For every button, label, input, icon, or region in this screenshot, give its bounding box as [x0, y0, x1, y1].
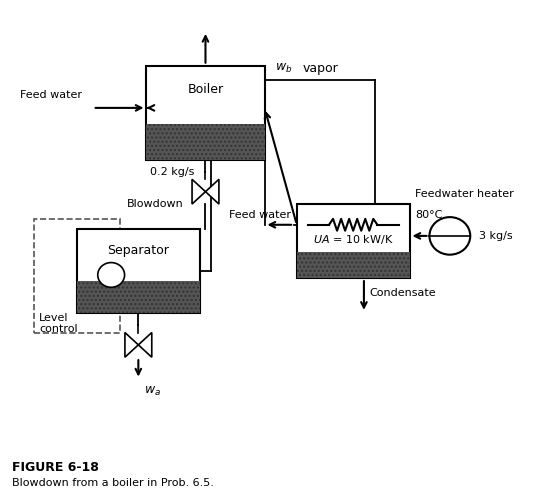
Bar — [34, 219, 120, 332]
Text: 0.2 kg/s: 0.2 kg/s — [150, 167, 195, 177]
Text: Boiler: Boiler — [188, 83, 223, 96]
Text: Feed water: Feed water — [20, 90, 82, 100]
Bar — [146, 66, 264, 160]
Text: Blowdown from a boiler in Prob. 6.5.: Blowdown from a boiler in Prob. 6.5. — [12, 478, 214, 489]
Text: Condensate: Condensate — [369, 288, 436, 298]
Polygon shape — [125, 332, 138, 357]
Text: Feedwater heater: Feedwater heater — [415, 189, 514, 199]
Polygon shape — [192, 179, 205, 204]
Polygon shape — [205, 179, 219, 204]
Text: Feed water: Feed water — [229, 210, 292, 220]
Text: $w_a$: $w_a$ — [144, 384, 161, 398]
Bar — [297, 252, 410, 278]
Bar — [76, 229, 200, 313]
Text: Blowdown: Blowdown — [127, 199, 184, 209]
Bar — [76, 281, 200, 313]
Polygon shape — [138, 332, 152, 357]
Bar — [76, 281, 200, 313]
Text: 80°C: 80°C — [415, 210, 442, 220]
Circle shape — [429, 217, 470, 254]
Bar — [297, 252, 410, 278]
Text: $UA$ = 10 kW/K: $UA$ = 10 kW/K — [313, 233, 393, 246]
Text: $w_b$: $w_b$ — [275, 62, 293, 75]
Text: Separator: Separator — [107, 244, 169, 256]
Bar — [146, 124, 264, 160]
Text: vapor: vapor — [302, 62, 338, 75]
Text: 3 kg/s: 3 kg/s — [479, 231, 513, 241]
Text: Level
control: Level control — [39, 313, 78, 334]
Text: FIGURE 6-18: FIGURE 6-18 — [12, 461, 99, 474]
Bar — [297, 204, 410, 278]
Circle shape — [98, 262, 125, 287]
Bar — [146, 124, 264, 160]
